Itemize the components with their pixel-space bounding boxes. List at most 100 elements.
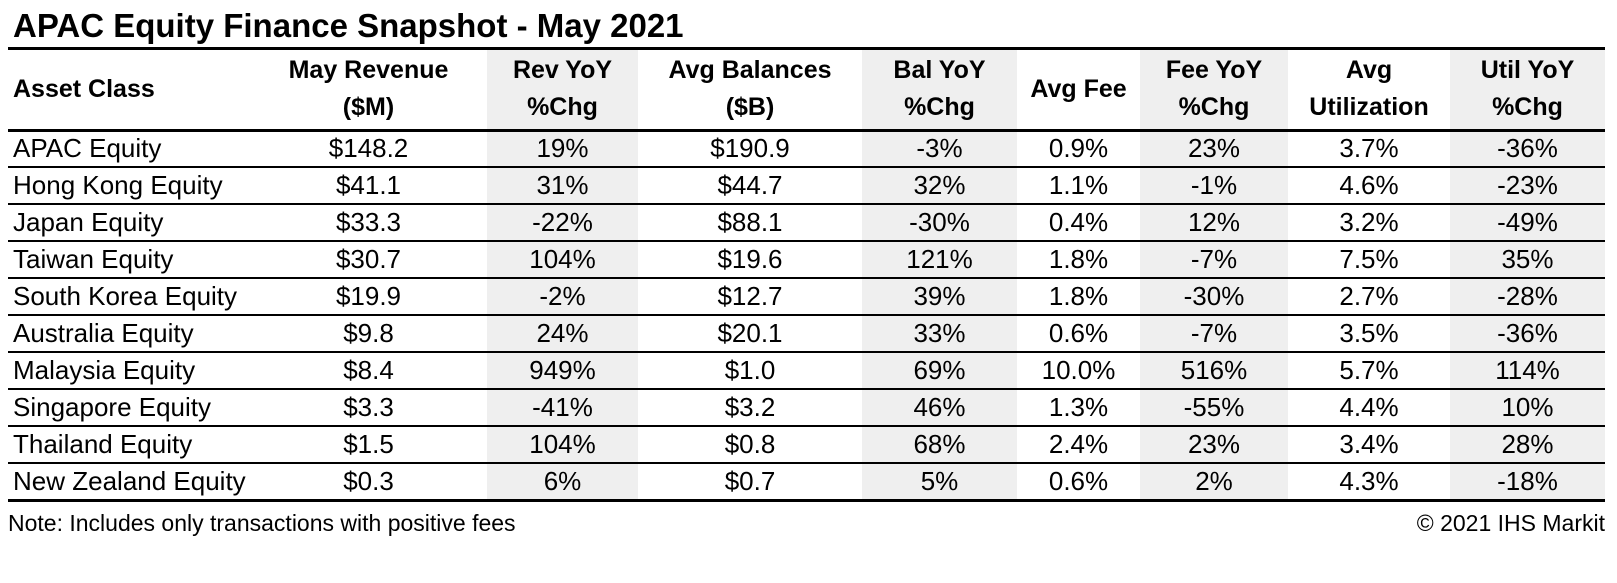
cell-may-revenue: $3.3 bbox=[250, 389, 487, 427]
cell-bal-yoy: 69% bbox=[862, 352, 1017, 390]
cell-bal-yoy: 46% bbox=[862, 389, 1017, 427]
page-title: APAC Equity Finance Snapshot - May 2021 bbox=[8, 0, 1605, 50]
finance-table: Asset Class May Revenue ($M) Rev YoY %Chg Avg… bbox=[8, 50, 1605, 502]
col-header-line: Util YoY bbox=[1480, 56, 1575, 85]
cell-util-yoy: -36% bbox=[1450, 315, 1605, 353]
cell-may-revenue: $8.4 bbox=[250, 352, 487, 390]
col-header-avg-utilization: Avg Utilization bbox=[1288, 50, 1450, 132]
cell-bal-yoy: -30% bbox=[862, 204, 1017, 242]
cell-avg-utilization: 7.5% bbox=[1288, 241, 1450, 279]
table-body: APAC Equity $148.2 19% $190.9 -3% 0.9% 23% 3.7%… bbox=[8, 130, 1605, 502]
cell-avg-balances: $1.0 bbox=[638, 352, 862, 390]
cell-asset-class: Thailand Equity bbox=[8, 426, 250, 464]
cell-fee-yoy: -30% bbox=[1140, 278, 1288, 316]
col-header-avg-fee: Avg Fee bbox=[1017, 50, 1140, 132]
cell-fee-yoy: -55% bbox=[1140, 389, 1288, 427]
cell-rev-yoy: -22% bbox=[487, 204, 638, 242]
col-header-line: May Revenue bbox=[288, 56, 449, 85]
cell-bal-yoy: 68% bbox=[862, 426, 1017, 464]
cell-avg-balances: $3.2 bbox=[638, 389, 862, 427]
table-row: Australia Equity $9.8 24% $20.1 33% 0.6% -7% 3.… bbox=[8, 315, 1605, 353]
cell-avg-fee: 0.6% bbox=[1017, 463, 1140, 502]
table-header: Asset Class May Revenue ($M) Rev YoY %Chg Avg… bbox=[8, 50, 1605, 132]
cell-avg-utilization: 4.3% bbox=[1288, 463, 1450, 502]
cell-fee-yoy: 23% bbox=[1140, 130, 1288, 168]
col-header-line: Fee YoY bbox=[1165, 56, 1263, 85]
col-header-line: Rev YoY bbox=[512, 56, 613, 85]
cell-fee-yoy: -7% bbox=[1140, 315, 1288, 353]
cell-avg-fee: 1.8% bbox=[1017, 241, 1140, 279]
cell-bal-yoy: 121% bbox=[862, 241, 1017, 279]
cell-asset-class: Malaysia Equity bbox=[8, 352, 250, 390]
table-footer: Note: Includes only transactions with po… bbox=[8, 502, 1605, 538]
col-header-line: Avg Balances bbox=[668, 56, 832, 85]
col-header-rev-yoy: Rev YoY %Chg bbox=[487, 50, 638, 132]
table-row: APAC Equity $148.2 19% $190.9 -3% 0.9% 23% 3.7%… bbox=[8, 130, 1605, 168]
col-header-line: %Chg bbox=[1178, 93, 1250, 122]
col-header-line: %Chg bbox=[527, 93, 598, 122]
cell-bal-yoy: 5% bbox=[862, 463, 1017, 502]
cell-util-yoy: 10% bbox=[1450, 389, 1605, 427]
cell-avg-utilization: 5.7% bbox=[1288, 352, 1450, 390]
cell-asset-class: Japan Equity bbox=[8, 204, 250, 242]
cell-avg-balances: $12.7 bbox=[638, 278, 862, 316]
col-header-asset-class: Asset Class bbox=[8, 50, 250, 132]
cell-avg-fee: 1.8% bbox=[1017, 278, 1140, 316]
table-row: Hong Kong Equity $41.1 31% $44.7 32% 1.1% -1% 4… bbox=[8, 167, 1605, 205]
cell-rev-yoy: 31% bbox=[487, 167, 638, 205]
table-row: Singapore Equity $3.3 -41% $3.2 46% 1.3% -55% 4… bbox=[8, 389, 1605, 427]
cell-avg-balances: $0.8 bbox=[638, 426, 862, 464]
header-row: Asset Class May Revenue ($M) Rev YoY %Chg Avg… bbox=[8, 50, 1605, 132]
cell-bal-yoy: 33% bbox=[862, 315, 1017, 353]
cell-avg-utilization: 4.6% bbox=[1288, 167, 1450, 205]
cell-fee-yoy: -1% bbox=[1140, 167, 1288, 205]
table-row: South Korea Equity $19.9 -2% $12.7 39% 1.8% -3… bbox=[8, 278, 1605, 316]
cell-bal-yoy: 32% bbox=[862, 167, 1017, 205]
cell-fee-yoy: 516% bbox=[1140, 352, 1288, 390]
cell-asset-class: Singapore Equity bbox=[8, 389, 250, 427]
report-container: APAC Equity Finance Snapshot - May 2021 … bbox=[8, 0, 1605, 538]
cell-bal-yoy: -3% bbox=[862, 130, 1017, 168]
cell-avg-utilization: 3.2% bbox=[1288, 204, 1450, 242]
cell-avg-utilization: 3.4% bbox=[1288, 426, 1450, 464]
col-header-line: Avg bbox=[1345, 56, 1393, 85]
cell-util-yoy: 28% bbox=[1450, 426, 1605, 464]
table-row: Thailand Equity $1.5 104% $0.8 68% 2.4% 23% 3.4… bbox=[8, 426, 1605, 464]
cell-util-yoy: -18% bbox=[1450, 463, 1605, 502]
cell-rev-yoy: 104% bbox=[487, 241, 638, 279]
cell-avg-fee: 0.9% bbox=[1017, 130, 1140, 168]
cell-avg-fee: 1.3% bbox=[1017, 389, 1140, 427]
cell-util-yoy: -28% bbox=[1450, 278, 1605, 316]
cell-avg-balances: $190.9 bbox=[638, 130, 862, 168]
col-header-fee-yoy: Fee YoY %Chg bbox=[1140, 50, 1288, 132]
cell-may-revenue: $41.1 bbox=[250, 167, 487, 205]
cell-fee-yoy: -7% bbox=[1140, 241, 1288, 279]
cell-avg-fee: 0.6% bbox=[1017, 315, 1140, 353]
cell-avg-balances: $88.1 bbox=[638, 204, 862, 242]
cell-asset-class: New Zealand Equity bbox=[8, 463, 250, 502]
cell-may-revenue: $0.3 bbox=[250, 463, 487, 502]
cell-asset-class: Hong Kong Equity bbox=[8, 167, 250, 205]
cell-avg-utilization: 2.7% bbox=[1288, 278, 1450, 316]
col-header-line: %Chg bbox=[1492, 93, 1563, 122]
cell-util-yoy: -36% bbox=[1450, 130, 1605, 168]
footnote: Note: Includes only transactions with po… bbox=[8, 509, 516, 536]
cell-fee-yoy: 12% bbox=[1140, 204, 1288, 242]
col-header-bal-yoy: Bal YoY %Chg bbox=[862, 50, 1017, 132]
cell-util-yoy: -23% bbox=[1450, 167, 1605, 205]
cell-asset-class: Taiwan Equity bbox=[8, 241, 250, 279]
col-header-line: Asset Class bbox=[13, 74, 155, 103]
table-row: Taiwan Equity $30.7 104% $19.6 121% 1.8% -7% 7.… bbox=[8, 241, 1605, 279]
cell-avg-utilization: 3.5% bbox=[1288, 315, 1450, 353]
copyright-notice: © 2021 IHS Markit bbox=[1416, 509, 1605, 536]
cell-fee-yoy: 23% bbox=[1140, 426, 1288, 464]
cell-util-yoy: 114% bbox=[1450, 352, 1605, 390]
cell-fee-yoy: 2% bbox=[1140, 463, 1288, 502]
cell-avg-utilization: 3.7% bbox=[1288, 130, 1450, 168]
cell-may-revenue: $148.2 bbox=[250, 130, 487, 168]
cell-avg-fee: 0.4% bbox=[1017, 204, 1140, 242]
col-header-may-revenue: May Revenue ($M) bbox=[250, 50, 487, 132]
cell-rev-yoy: 104% bbox=[487, 426, 638, 464]
col-header-util-yoy: Util YoY %Chg bbox=[1450, 50, 1605, 132]
cell-may-revenue: $19.9 bbox=[250, 278, 487, 316]
